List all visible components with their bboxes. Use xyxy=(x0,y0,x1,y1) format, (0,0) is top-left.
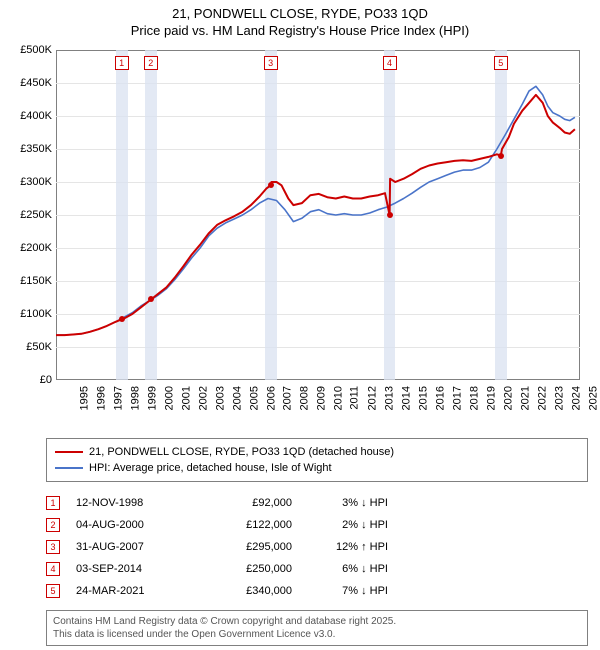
x-tick-label: 2006 xyxy=(265,386,277,410)
x-tick-label: 2009 xyxy=(316,386,328,410)
event-diff: 7% ↓ HPI xyxy=(308,585,388,597)
event-row: 2 04-AUG-2000 £122,000 2% ↓ HPI xyxy=(46,514,588,536)
x-tick-label: 2005 xyxy=(248,386,260,410)
x-tick-label: 1998 xyxy=(129,386,141,410)
x-tick-label: 2015 xyxy=(418,386,430,410)
credits-box: Contains HM Land Registry data © Crown c… xyxy=(46,610,588,646)
x-tick-label: 2008 xyxy=(299,386,311,410)
event-marker: 4 xyxy=(383,56,397,70)
event-num: 3 xyxy=(46,540,60,554)
legend-swatch-hpi xyxy=(55,467,83,469)
event-row: 5 24-MAR-2021 £340,000 7% ↓ HPI xyxy=(46,580,588,602)
x-tick-label: 1997 xyxy=(112,386,124,410)
x-tick-label: 2011 xyxy=(349,386,361,410)
x-tick-label: 2003 xyxy=(214,386,226,410)
event-num: 2 xyxy=(46,518,60,532)
event-dot xyxy=(268,182,274,188)
x-tick-label: 2001 xyxy=(180,386,192,410)
event-diff: 2% ↓ HPI xyxy=(308,519,388,531)
event-marker: 3 xyxy=(264,56,278,70)
event-diff: 3% ↓ HPI xyxy=(308,497,388,509)
x-tick-label: 2012 xyxy=(367,386,379,410)
event-dot xyxy=(119,316,125,322)
x-tick-label: 2002 xyxy=(197,386,209,410)
event-marker: 5 xyxy=(494,56,508,70)
event-dot xyxy=(387,212,393,218)
legend-row-property: 21, PONDWELL CLOSE, RYDE, PO33 1QD (deta… xyxy=(55,444,579,460)
credits-line1: Contains HM Land Registry data © Crown c… xyxy=(53,615,581,628)
sale-events-table: 1 12-NOV-1998 £92,000 3% ↓ HPI 2 04-AUG-2000 £… xyxy=(46,492,588,602)
x-tick-label: 2017 xyxy=(452,386,464,410)
title-line2: Price paid vs. HM Land Registry's House … xyxy=(4,23,596,38)
legend-label-hpi: HPI: Average price, detached house, Isle… xyxy=(89,462,332,474)
x-tick-label: 2023 xyxy=(553,386,565,410)
event-date: 31-AUG-2007 xyxy=(76,541,186,553)
title-line1: 21, PONDWELL CLOSE, RYDE, PO33 1QD xyxy=(4,6,596,21)
x-tick-label: 2007 xyxy=(282,386,294,410)
chart-legend: 21, PONDWELL CLOSE, RYDE, PO33 1QD (deta… xyxy=(46,438,588,482)
x-tick-label: 2018 xyxy=(469,386,481,410)
x-tick-label: 2024 xyxy=(570,386,582,410)
event-price: £122,000 xyxy=(202,519,292,531)
event-num: 5 xyxy=(46,584,60,598)
event-price: £92,000 xyxy=(202,497,292,509)
event-diff: 12% ↑ HPI xyxy=(308,541,388,553)
event-marker: 2 xyxy=(144,56,158,70)
x-tick-label: 2010 xyxy=(333,386,345,410)
x-tick-label: 1995 xyxy=(78,386,90,410)
event-row: 1 12-NOV-1998 £92,000 3% ↓ HPI xyxy=(46,492,588,514)
legend-swatch-property xyxy=(55,451,83,453)
series-line-hpi xyxy=(56,86,575,335)
legend-label-property: 21, PONDWELL CLOSE, RYDE, PO33 1QD (deta… xyxy=(89,446,394,458)
event-price: £340,000 xyxy=(202,585,292,597)
event-diff: 6% ↓ HPI xyxy=(308,563,388,575)
event-dot xyxy=(148,296,154,302)
x-tick-label: 2000 xyxy=(163,386,175,410)
x-tick-label: 1996 xyxy=(95,386,107,410)
event-date: 03-SEP-2014 xyxy=(76,563,186,575)
event-price: £295,000 xyxy=(202,541,292,553)
event-num: 4 xyxy=(46,562,60,576)
event-row: 3 31-AUG-2007 £295,000 12% ↑ HPI xyxy=(46,536,588,558)
event-date: 04-AUG-2000 xyxy=(76,519,186,531)
series-lines xyxy=(10,44,582,382)
x-tick-label: 2025 xyxy=(587,386,599,410)
x-tick-label: 2021 xyxy=(519,386,531,410)
x-tick-label: 2004 xyxy=(231,386,243,410)
event-num: 1 xyxy=(46,496,60,510)
x-tick-label: 1999 xyxy=(146,386,158,410)
credits-line2: This data is licensed under the Open Gov… xyxy=(53,628,581,641)
event-marker: 1 xyxy=(115,56,129,70)
x-tick-label: 2014 xyxy=(401,386,413,410)
series-line-property xyxy=(56,95,575,335)
event-row: 4 03-SEP-2014 £250,000 6% ↓ HPI xyxy=(46,558,588,580)
price-chart: £0£50K£100K£150K£200K£250K£300K£350K£400… xyxy=(10,44,590,434)
x-tick-label: 2019 xyxy=(485,386,497,410)
event-price: £250,000 xyxy=(202,563,292,575)
x-tick-label: 2022 xyxy=(536,386,548,410)
legend-row-hpi: HPI: Average price, detached house, Isle… xyxy=(55,460,579,476)
x-tick-label: 2013 xyxy=(384,386,396,410)
chart-title-block: 21, PONDWELL CLOSE, RYDE, PO33 1QD Price… xyxy=(0,0,600,42)
x-tick-label: 2016 xyxy=(435,386,447,410)
event-dot xyxy=(498,153,504,159)
event-date: 12-NOV-1998 xyxy=(76,497,186,509)
x-tick-label: 2020 xyxy=(502,386,514,410)
event-date: 24-MAR-2021 xyxy=(76,585,186,597)
